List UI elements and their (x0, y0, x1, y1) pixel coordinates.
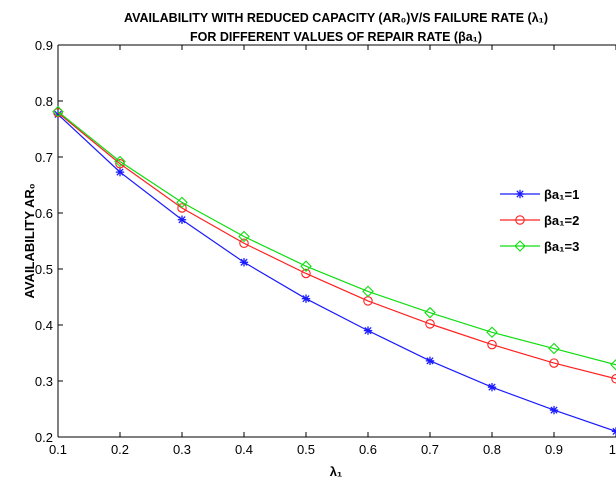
series (53, 108, 616, 384)
point-marker (239, 258, 249, 267)
point-marker (301, 268, 311, 279)
legend: βa₁=1 βa₁=2 βa₁=3 (500, 187, 579, 254)
y-tick-label: 0.9 (35, 38, 53, 53)
series-layer (52, 105, 616, 436)
legend-item: βa₁=2 (500, 213, 579, 228)
x-tick-label: 0.4 (235, 442, 253, 457)
star-stroke (426, 357, 434, 365)
y-tick-label: 0.3 (35, 374, 53, 389)
chart-title-line-2: FOR DIFFERENT VALUES OF REPAIR RATE (βa₁… (190, 30, 482, 44)
y-tick-label: 0.7 (35, 150, 53, 165)
point-marker (52, 105, 64, 118)
y-tick-label: 0.5 (35, 262, 53, 277)
x-tick-label: 0.3 (173, 442, 191, 457)
point-marker (239, 238, 249, 248)
point-marker (610, 358, 616, 371)
point-marker (238, 230, 250, 243)
point-marker (486, 326, 498, 339)
point-marker (177, 215, 187, 224)
point-marker (363, 326, 373, 335)
point-marker (177, 203, 187, 213)
star-stroke (612, 430, 616, 436)
point-marker (487, 382, 497, 392)
chart-title: AVAILABILITY WITH REDUCED CAPACITY (AR₀)… (124, 11, 548, 44)
series (52, 105, 616, 371)
point-marker (515, 189, 525, 199)
y-tick-label: 0.2 (35, 430, 53, 445)
point-marker (425, 356, 435, 366)
legend-item: βa₁=3 (500, 239, 579, 254)
star-stroke (302, 295, 310, 303)
point-marker (425, 319, 435, 329)
point-marker (548, 342, 560, 355)
star-stroke (240, 258, 248, 266)
chart-title-line-1: AVAILABILITY WITH REDUCED CAPACITY (AR₀)… (124, 11, 548, 25)
y-axis-label: AVAILABILITY AR₀ (22, 183, 37, 298)
star-stroke (364, 326, 372, 335)
plot-area (57, 44, 616, 438)
y-tick-label: 0.4 (35, 318, 53, 333)
point-marker (611, 427, 616, 436)
point-marker (515, 215, 525, 225)
star-stroke (612, 427, 616, 433)
legend-label: βa₁=3 (544, 239, 579, 254)
star-stroke (550, 406, 558, 414)
series-line (57, 111, 616, 366)
x-tick-label: 0.6 (359, 442, 377, 457)
x-tick-label: 0.7 (421, 442, 439, 457)
legend-label: βa₁=1 (544, 187, 579, 202)
star-stroke (488, 383, 496, 391)
x-axis-label: λ₁ (330, 464, 343, 479)
star-stroke (516, 190, 524, 198)
y-tick-label: 0.8 (35, 94, 53, 109)
x-axis-ticks: 0.1 0.2 0.3 0.4 0.5 0.6 0.7 0.8 0.9 1 (49, 45, 616, 457)
series-line (57, 114, 616, 432)
point-marker (114, 155, 126, 168)
point-marker (176, 196, 188, 209)
point-marker (115, 167, 125, 177)
point-marker (300, 260, 312, 272)
point-marker (301, 294, 311, 303)
x-tick-label: 0.2 (111, 442, 129, 457)
x-tick-label: 1 (609, 442, 616, 457)
legend-item: βa₁=1 (500, 187, 579, 202)
x-tick-label: 0.1 (49, 442, 67, 457)
x-tick-label: 0.5 (297, 442, 315, 457)
series (53, 110, 616, 436)
point-marker (487, 339, 497, 350)
x-tick-label: 0.9 (545, 442, 563, 457)
star-stroke (116, 168, 124, 176)
star-stroke (178, 216, 186, 224)
point-marker (362, 285, 374, 298)
y-axis-ticks: 0.2 0.3 0.4 0.5 0.6 0.7 0.8 0.9 (35, 38, 63, 445)
x-tick-label: 0.8 (483, 442, 501, 457)
point-marker (514, 240, 526, 252)
series-line (57, 112, 616, 380)
y-tick-label: 0.6 (35, 206, 53, 221)
point-marker (424, 306, 436, 319)
point-marker (549, 405, 559, 415)
legend-label: βa₁=2 (544, 213, 579, 228)
point-marker (549, 358, 559, 368)
